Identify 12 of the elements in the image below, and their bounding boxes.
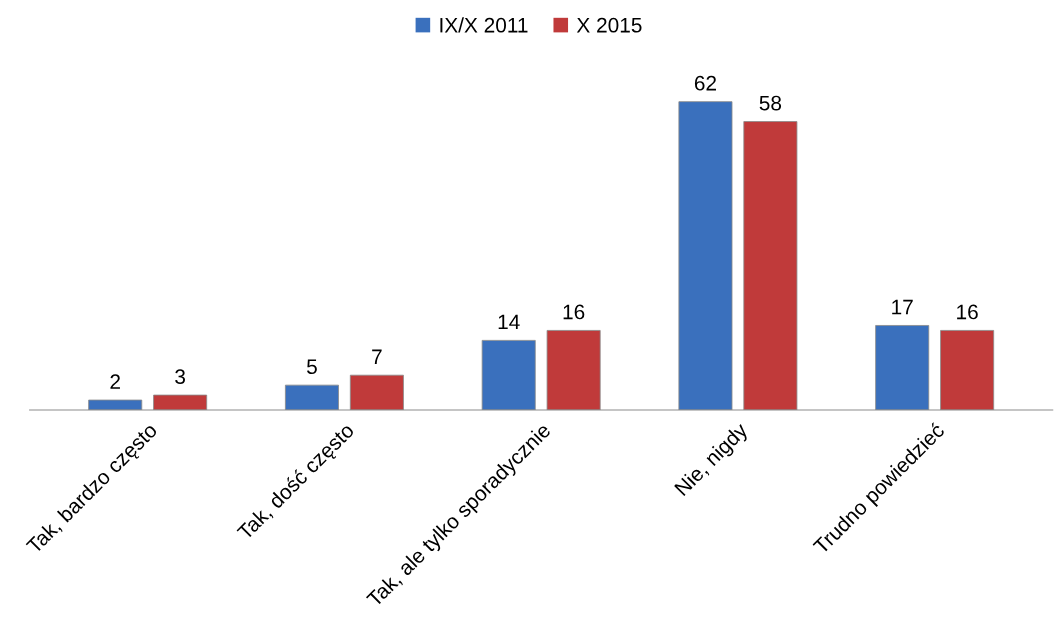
data-label: 7 [372,349,382,364]
data-label: 58 [759,95,782,111]
data-label: 2 [110,374,120,389]
legend-label: X 2015 [576,17,642,33]
data-label: 3 [175,369,186,385]
data-label: 17 [892,299,913,315]
legend-label: IX/X 2011 [440,17,528,33]
data-label: 16 [957,304,978,320]
data-label: 14 [498,314,520,330]
data-label: 62 [694,75,716,91]
data-label: 16 [563,304,585,320]
data-label: 5 [307,359,317,375]
